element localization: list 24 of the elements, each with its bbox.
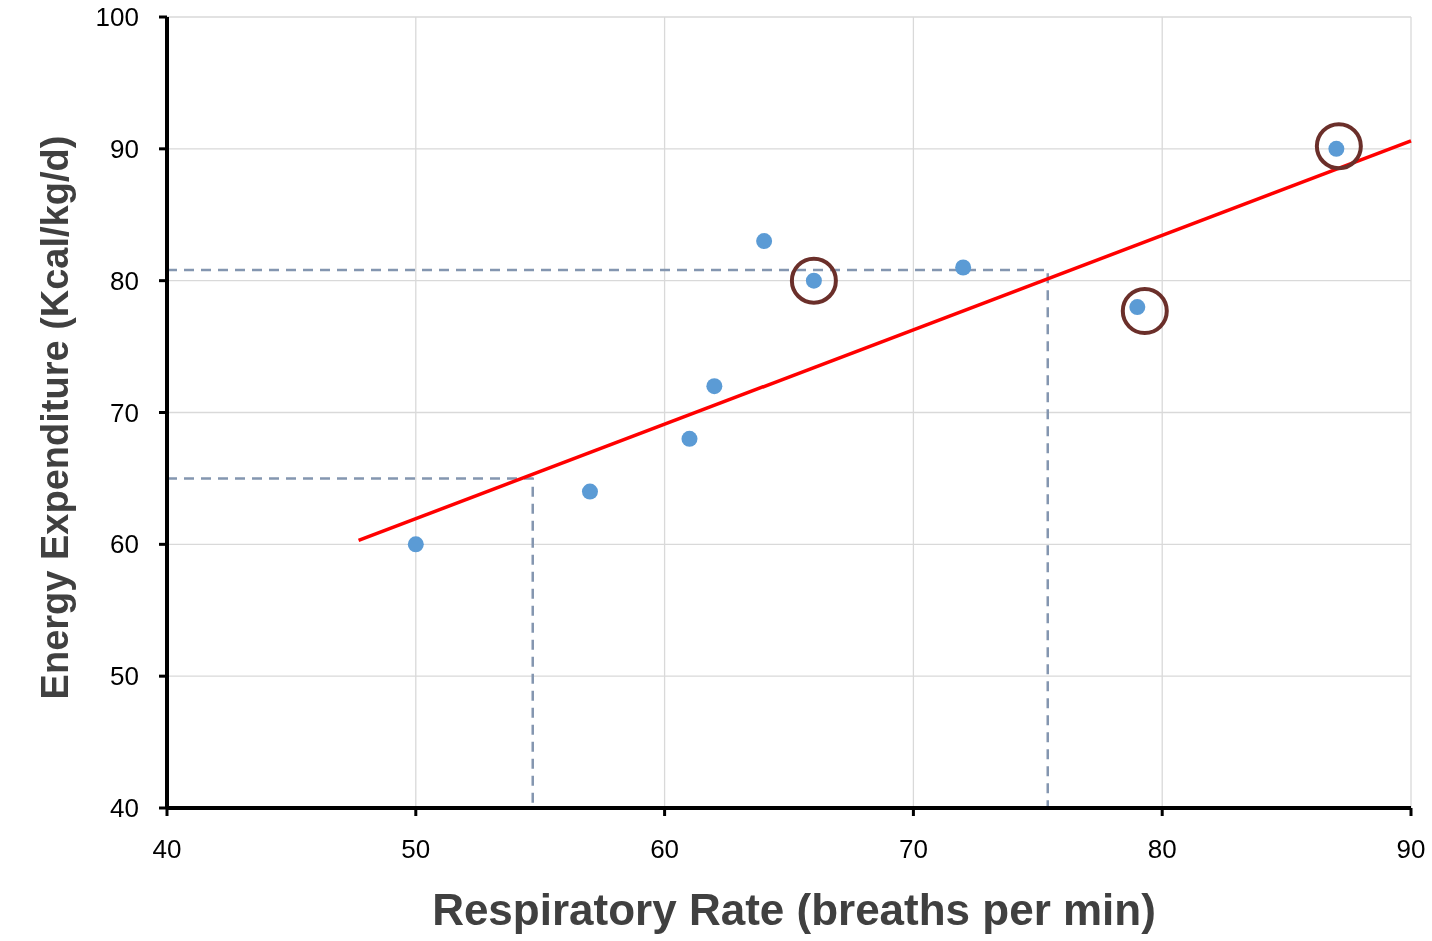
point [581,483,598,500]
x-tick-label: 60 [650,834,680,864]
point [407,536,424,553]
x-tick-label: 40 [152,834,182,864]
point [681,430,698,447]
x-tick-label: 80 [1147,834,1177,864]
x-axis-title: Respiratory Rate (breaths per min) [432,885,1156,934]
point [955,259,972,276]
y-tick-label: 80 [110,265,139,296]
x-tick-label: 50 [401,834,431,864]
y-tick-label: 70 [110,397,139,428]
y-tick-label: 60 [110,529,139,560]
y-tick-label: 50 [110,661,139,692]
y-tick-label: 100 [95,2,139,32]
point [706,378,723,395]
point [1120,286,1169,335]
x-tick-label: 70 [898,834,928,864]
point [756,233,773,250]
x-tick-label: 90 [1396,834,1426,864]
y-tick-label: 40 [110,793,139,823]
point [789,256,838,305]
y-tick-label: 90 [110,133,139,164]
y-axis-title: Energy Expenditure (Kcal/kg/d) [34,135,76,700]
point [1314,122,1363,171]
